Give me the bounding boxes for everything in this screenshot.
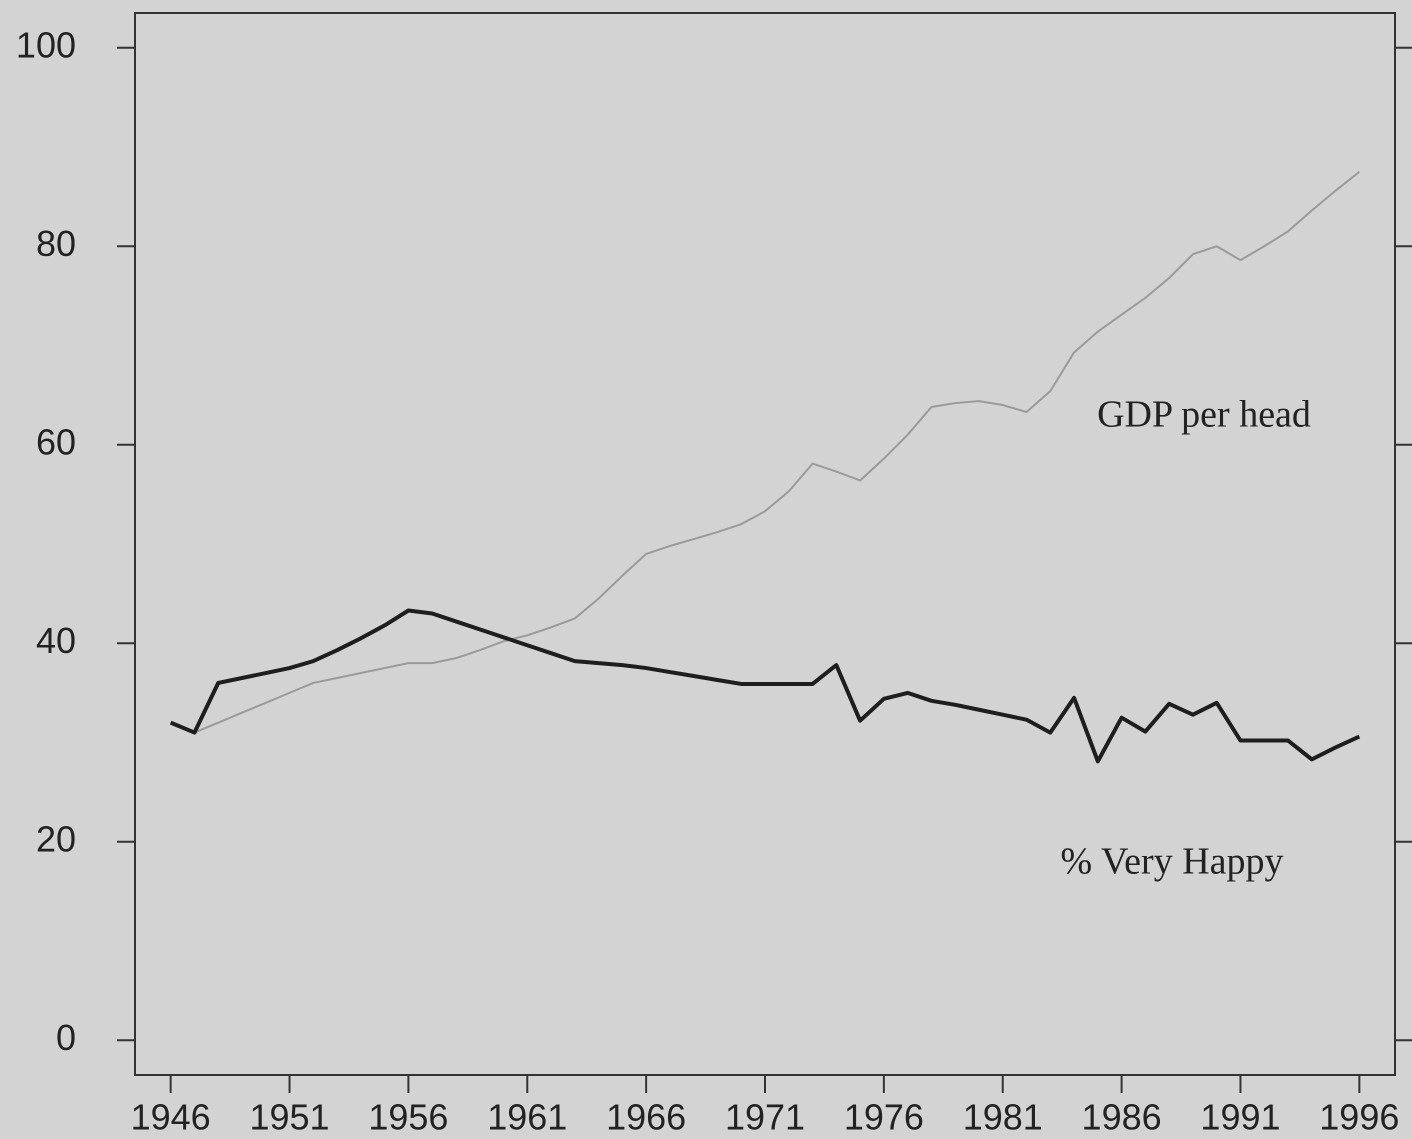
plot-frame xyxy=(134,12,1396,1076)
x-tick-label: 1956 xyxy=(368,1097,448,1138)
x-tick-label: 1946 xyxy=(131,1097,211,1138)
x-tick-label: 1981 xyxy=(963,1097,1043,1138)
series-label: % Very Happy xyxy=(1060,841,1283,883)
x-tick-label: 1991 xyxy=(1200,1097,1280,1138)
series-label: GDP per head xyxy=(1097,394,1311,436)
series-line xyxy=(169,608,1361,764)
y-tick-label: 20 xyxy=(36,818,76,859)
x-tick-label: 1951 xyxy=(249,1097,329,1138)
x-tick-label: 1986 xyxy=(1082,1097,1162,1138)
y-tick-label: 100 xyxy=(16,24,76,65)
y-tick-label: 0 xyxy=(56,1017,76,1058)
x-tick-label: 1971 xyxy=(725,1097,805,1138)
x-tick-label: 1976 xyxy=(844,1097,924,1138)
series-line xyxy=(170,171,1360,734)
x-tick-label: 1966 xyxy=(606,1097,686,1138)
x-tick-label: 1961 xyxy=(487,1097,567,1138)
y-tick-label: 40 xyxy=(36,620,76,661)
x-tick-label: 1996 xyxy=(1319,1097,1399,1138)
y-tick-label: 60 xyxy=(36,421,76,462)
y-tick-label: 80 xyxy=(36,223,76,264)
